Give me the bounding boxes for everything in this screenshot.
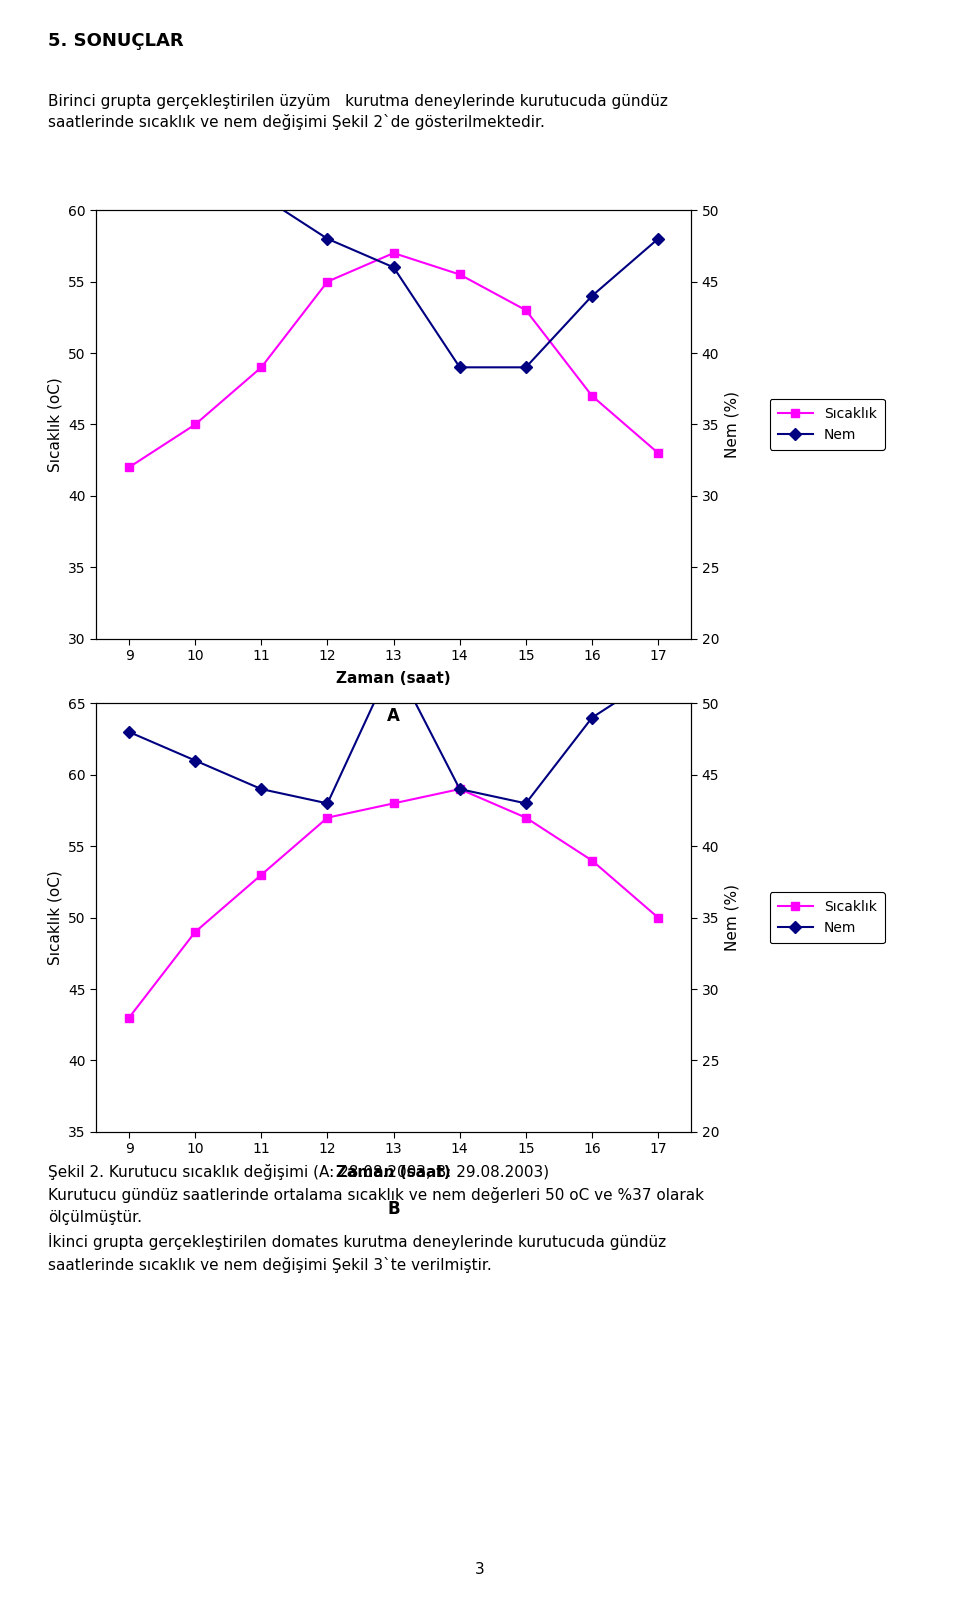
- Text: 5. SONUÇLAR: 5. SONUÇLAR: [48, 32, 183, 50]
- Text: Birinci grupta gerçekleştirilen üzyüm   kurutma deneylerinde kurutucuda gündüz
s: Birinci grupta gerçekleştirilen üzyüm ku…: [48, 94, 668, 129]
- Y-axis label: Nem (%): Nem (%): [725, 391, 739, 458]
- X-axis label: Zaman (saat): Zaman (saat): [336, 1164, 451, 1180]
- Y-axis label: Nem (%): Nem (%): [725, 884, 739, 951]
- X-axis label: Zaman (saat): Zaman (saat): [336, 671, 451, 687]
- Text: B: B: [387, 1200, 400, 1218]
- Legend: Sıcaklık, Nem: Sıcaklık, Nem: [770, 399, 885, 450]
- Text: A: A: [387, 707, 400, 724]
- Y-axis label: Sıcaklık (oC): Sıcaklık (oC): [47, 870, 62, 965]
- Text: Şekil 2. Kurutucu sıcaklık değişimi (A: 28.08.2003, B: 29.08.2003)
Kurutucu günd: Şekil 2. Kurutucu sıcaklık değişimi (A: …: [48, 1164, 704, 1273]
- Text: 3: 3: [475, 1562, 485, 1577]
- Legend: Sıcaklık, Nem: Sıcaklık, Nem: [770, 893, 885, 943]
- Y-axis label: Sıcaklık (oC): Sıcaklık (oC): [47, 377, 62, 472]
